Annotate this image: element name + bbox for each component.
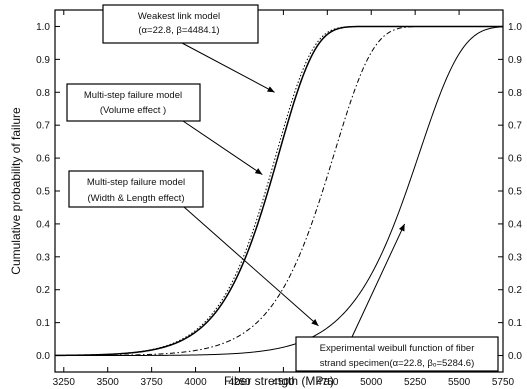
x-tick-label: 5750: [492, 377, 515, 388]
y-tick-label: 0.2: [36, 285, 50, 296]
annotation-box: [295, 336, 499, 372]
curve-layer: [54, 25, 504, 357]
annotation-arrow: [181, 42, 275, 93]
annotation-layer: Weakest link model (α=22.8, β=4484.1) Mult…: [66, 4, 499, 372]
annotation-text: (α=22.8, β=4484.1): [138, 25, 219, 36]
annotation-text: Experimental weibull function of fiber: [320, 343, 475, 354]
annotation-text: Multi-step failure model: [87, 177, 185, 188]
x-tick-label: 4750: [316, 377, 339, 388]
annotation-arrowhead: [311, 319, 319, 326]
annotation-text: (Volume effect ): [100, 105, 166, 116]
y-tick-label-right: 0.9: [508, 55, 522, 66]
annotation-box: [68, 170, 204, 208]
y-tick-label: 0.7: [36, 121, 50, 132]
curve-series-3: [55, 25, 503, 357]
annotation-text: Weakest link model: [138, 11, 220, 22]
y-tick-label: 0.0: [36, 351, 50, 362]
x-tick-label: 3750: [141, 377, 164, 388]
annotation-arrow: [183, 206, 319, 327]
x-tick-label: 4250: [228, 377, 251, 388]
annotation-arrowhead: [267, 86, 275, 93]
y-tick-label-right: 0.1: [508, 318, 522, 329]
y-tick-label-right: 1.0: [508, 22, 522, 33]
x-tick-label: 5000: [360, 377, 383, 388]
y-tick-label: 0.3: [36, 252, 50, 263]
x-tick-label: 3250: [53, 377, 76, 388]
curve-series-4: [55, 26, 504, 357]
y-tick-label: 1.0: [36, 22, 50, 33]
annotation-box: [102, 4, 259, 44]
annotation-text: Multi-step failure model: [84, 90, 182, 101]
annotation-arrow: [351, 223, 406, 338]
annotation-arrow: [182, 120, 263, 175]
x-tick-label: 3500: [97, 377, 120, 388]
y-axis-label: Cumulative probability of failure: [9, 107, 23, 275]
y-tick-label-right: 0.0: [508, 351, 522, 362]
y-tick-label: 0.4: [36, 219, 50, 230]
y-tick-label-right: 0.3: [508, 252, 522, 263]
annotation-box: [66, 83, 201, 122]
y-tick-label-right: 0.5: [508, 187, 522, 198]
y-tick-label-right: 0.4: [508, 219, 522, 230]
annotation-arrowhead: [398, 223, 405, 232]
y-tick-label-right: 0.8: [508, 88, 522, 99]
y-tick-label: 0.1: [36, 318, 50, 329]
annotation-text: (Width & Length effect): [88, 193, 185, 204]
annotation-arrowhead: [254, 168, 263, 175]
y-tick-label-right: 0.7: [508, 121, 522, 132]
x-tick-label: 5500: [448, 377, 471, 388]
y-tick-label: 0.6: [36, 154, 50, 165]
y-tick-label-right: 0.2: [508, 285, 522, 296]
y-tick-label: 0.9: [36, 55, 50, 66]
x-tick-label: 5250: [404, 377, 427, 388]
y-tick-label: 0.5: [36, 187, 50, 198]
annotation-text: strand specimen(α=22.8, βₒ=5284.6): [320, 358, 475, 369]
x-axis-label: Fiber strength (MPa): [224, 374, 334, 388]
x-tick-label: 4000: [184, 377, 207, 388]
y-tick-label: 0.8: [36, 88, 50, 99]
x-tick-label: 4500: [272, 377, 295, 388]
y-tick-label-right: 0.6: [508, 154, 522, 165]
